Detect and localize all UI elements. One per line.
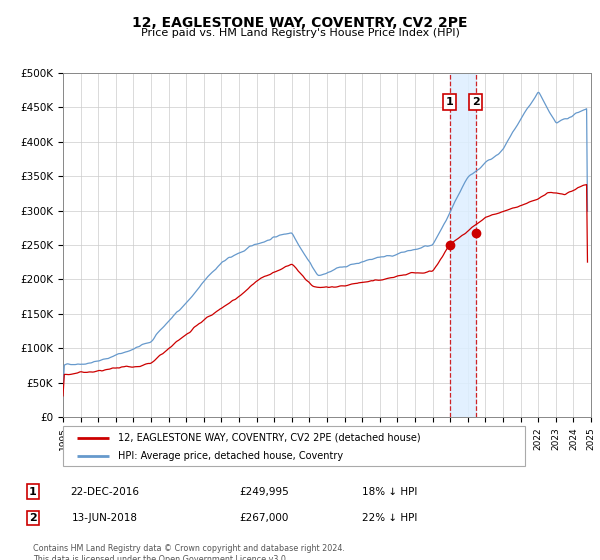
- Text: £267,000: £267,000: [239, 513, 289, 523]
- FancyBboxPatch shape: [63, 426, 525, 466]
- Text: 2: 2: [29, 513, 37, 523]
- Text: 18% ↓ HPI: 18% ↓ HPI: [362, 487, 418, 497]
- Text: Price paid vs. HM Land Registry's House Price Index (HPI): Price paid vs. HM Land Registry's House …: [140, 28, 460, 38]
- Text: 12, EAGLESTONE WAY, COVENTRY, CV2 2PE (detached house): 12, EAGLESTONE WAY, COVENTRY, CV2 2PE (d…: [118, 433, 421, 443]
- Text: Contains HM Land Registry data © Crown copyright and database right 2024.
This d: Contains HM Land Registry data © Crown c…: [33, 544, 345, 560]
- Text: 22% ↓ HPI: 22% ↓ HPI: [362, 513, 418, 523]
- Text: 12, EAGLESTONE WAY, COVENTRY, CV2 2PE: 12, EAGLESTONE WAY, COVENTRY, CV2 2PE: [132, 16, 468, 30]
- Text: 1: 1: [446, 97, 454, 107]
- Text: 13-JUN-2018: 13-JUN-2018: [72, 513, 138, 523]
- Text: 2: 2: [472, 97, 479, 107]
- Text: £249,995: £249,995: [239, 487, 289, 497]
- Text: HPI: Average price, detached house, Coventry: HPI: Average price, detached house, Cove…: [118, 451, 344, 461]
- Bar: [449, 73, 476, 417]
- Text: 1: 1: [29, 487, 37, 497]
- Text: 22-DEC-2016: 22-DEC-2016: [71, 487, 139, 497]
